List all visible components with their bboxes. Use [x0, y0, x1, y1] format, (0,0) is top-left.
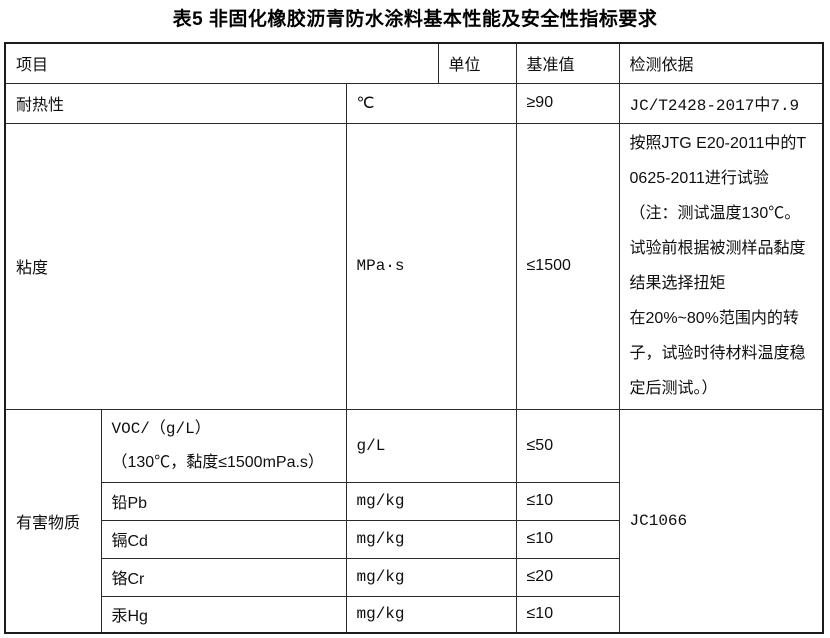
cell-chromium-value: ≤20 — [515, 557, 620, 597]
row-cadmium: 镉Cd mg/kg ≤10 — [5, 519, 823, 559]
cell-chromium-unit: mg/kg — [345, 557, 517, 597]
header-cell-item: 项目 — [4, 42, 439, 84]
cell-viscosity-unit: MPa·s — [345, 122, 517, 410]
row-lead: 铅Pb mg/kg ≤10 — [5, 481, 823, 521]
cell-viscosity-name: 粘度 — [4, 122, 347, 410]
cell-heat-name: 耐热性 — [4, 82, 347, 124]
basis-line: 子，试验时待材料温度稳 — [629, 345, 806, 362]
header-cell-benchmark: 基准值 — [515, 42, 620, 84]
basis-line: 0625-2011进行试验 — [629, 170, 769, 187]
cell-hazard-basis: JC1066 — [618, 408, 824, 634]
cell-lead-unit: mg/kg — [345, 481, 517, 521]
row-viscosity: 粘度 MPa·s ≤1500 按照JTG E20-2011中的T 0625-20… — [4, 122, 824, 410]
cell-voc-value: ≤50 — [515, 408, 620, 483]
header-row: 项目 单位 基准值 检测依据 — [4, 42, 824, 84]
header-cell-basis: 检测依据 — [618, 42, 824, 84]
voc-name-line1: VOC/（g/L） — [111, 419, 211, 438]
row-voc: 有害物质 VOC/（g/L） （130℃，黏度≤1500mPa.s） g/L ≤… — [4, 408, 824, 634]
cell-heat-unit: ℃ — [345, 82, 517, 124]
spec-table: 项目 单位 基准值 检测依据 耐热性 ℃ ≥90 JC/T2428-2017中7… — [4, 42, 825, 634]
row-chromium: 铬Cr mg/kg ≤20 — [5, 557, 823, 597]
table-title: 表5 非固化橡胶沥青防水涂料基本性能及安全性指标要求 — [172, 9, 658, 30]
row-mercury: 汞Hg mg/kg ≤10 — [5, 595, 823, 634]
cell-chromium-name: 铬Cr — [100, 557, 347, 597]
cell-mercury-value: ≤10 — [515, 595, 620, 634]
cell-lead-value: ≤10 — [515, 481, 620, 521]
voc-name-line2: （130℃，黏度≤1500mPa.s） — [111, 453, 324, 471]
cell-viscosity-value: ≤1500 — [515, 122, 620, 410]
cell-viscosity-basis: 按照JTG E20-2011中的T 0625-2011进行试验 （注：测试温度1… — [618, 122, 824, 410]
cell-mercury-name: 汞Hg — [100, 595, 347, 634]
cell-voc-unit: g/L — [345, 408, 517, 483]
basis-line: 按照JTG E20-2011中的T — [629, 135, 807, 152]
basis-line: 试验前根据被测样品黏度 — [629, 240, 806, 257]
cell-mercury-unit: mg/kg — [345, 595, 517, 634]
basis-line: （注：测试温度130℃。 — [629, 205, 801, 222]
cell-cadmium-unit: mg/kg — [345, 519, 517, 559]
basis-line: 定后测试。） — [629, 380, 718, 397]
cell-heat-value: ≥90 — [515, 82, 620, 124]
cell-heat-basis: JC/T2428-2017中7.9 — [618, 82, 824, 124]
cell-cadmium-value: ≤10 — [515, 519, 620, 559]
cell-hazard-group-label: 有害物质 — [4, 408, 102, 634]
basis-line: 结果选择扭矩 — [629, 275, 726, 292]
row-heat-resistance: 耐热性 ℃ ≥90 JC/T2428-2017中7.9 — [4, 82, 824, 124]
cell-voc-name: VOC/（g/L） （130℃，黏度≤1500mPa.s） — [100, 408, 347, 483]
basis-line: 在20%~80%范围内的转 — [629, 310, 799, 327]
header-cell-unit: 单位 — [437, 42, 517, 84]
cell-cadmium-name: 镉Cd — [100, 519, 347, 559]
cell-lead-name: 铅Pb — [100, 481, 347, 521]
